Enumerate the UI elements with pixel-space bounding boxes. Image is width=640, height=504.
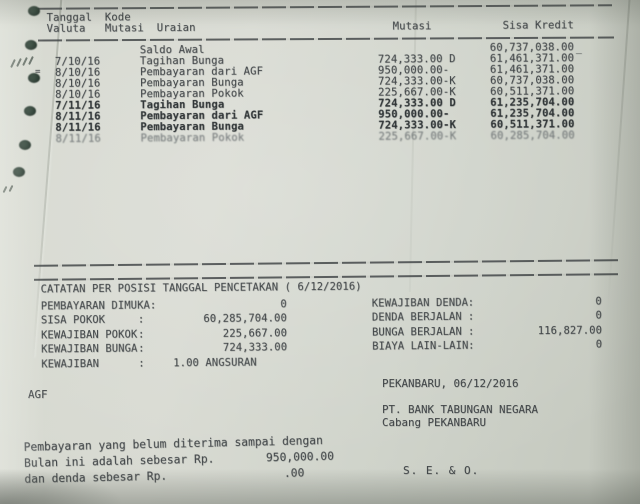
date-cell: 8/11/16 bbox=[55, 132, 101, 145]
arrears-note: Pembayaran yang belum diterima sampai de… bbox=[23, 433, 364, 489]
summary-label: KEWAJIBAN bbox=[41, 357, 100, 370]
sprocket-hole-mark bbox=[28, 6, 40, 16]
summary-label: KEWAJIBAN DENDA bbox=[371, 296, 469, 310]
pen-tick-mark bbox=[8, 184, 14, 193]
summary-value: 0 bbox=[595, 295, 602, 308]
summary-label: BUNGA BERJALAN bbox=[371, 325, 462, 339]
sprocket-hole-mark bbox=[25, 40, 37, 50]
bank-name-line: PT. BANK TABUNGAN NEGARA bbox=[382, 403, 539, 416]
summary-colon: : bbox=[138, 357, 145, 370]
sprocket-hole-mark bbox=[13, 167, 25, 177]
summary-right-column: KEWAJIBAN DENDA : 0 DENDA BERJALAN : 0 B… bbox=[0, 295, 640, 358]
column-header-sisa-kredit: Sisa Kredit bbox=[502, 19, 574, 32]
pen-tick-mark bbox=[22, 57, 28, 66]
summary-colon: : bbox=[467, 325, 475, 338]
seo-label: S. E. & O. bbox=[403, 464, 480, 477]
uraian-cell: Pembayaran Pokok bbox=[140, 131, 245, 145]
summary-value: 116,827.00 bbox=[537, 324, 603, 337]
pen-tick-mark bbox=[10, 59, 16, 68]
summary-row: KEWAJIBAN : 1.00 ANGSURAN bbox=[0, 355, 330, 372]
summary-label: BIAYA LAIN-LAIN bbox=[372, 339, 469, 353]
pen-tick-mark bbox=[2, 185, 8, 194]
summary-value: 1.00 ANGSURAN bbox=[173, 356, 257, 369]
sprocket-hole-mark bbox=[24, 106, 36, 116]
pen-tick-mark bbox=[16, 58, 22, 67]
summary-value: 0 bbox=[595, 338, 603, 351]
mutasi-cell: 225,667.00-K bbox=[378, 129, 457, 143]
summary-colon: : bbox=[468, 339, 475, 352]
summary-label: DENDA BERJALAN bbox=[371, 311, 462, 324]
city-date-line: PEKANBARU, 06/12/2016 bbox=[382, 377, 519, 390]
summary-title: CATATAN PER POSISI TANGGAL PENCETAKAN ( … bbox=[40, 280, 362, 296]
dashed-rule-summary-top-1 bbox=[34, 258, 618, 266]
sisa-kredit-cell: 60,285,704.00 bbox=[490, 129, 575, 142]
summary-colon: : bbox=[467, 296, 475, 309]
table-rows: Saldo Awal 60,737,038.00 7/10/16 Tagihan… bbox=[32, 40, 618, 145]
sprocket-hole-mark bbox=[28, 73, 40, 83]
agf-label: AGF bbox=[28, 388, 48, 401]
summary-value: 0 bbox=[595, 309, 602, 322]
column-header-mutasi: Mutasi bbox=[392, 20, 432, 33]
sprocket-hole-mark bbox=[19, 140, 31, 150]
transaction-table: Tanggal Kode Valuta Mutasi Uraian Mutasi… bbox=[32, 7, 618, 156]
column-header-valuta-mutasi-uraian: Valuta Mutasi Uraian bbox=[46, 21, 196, 35]
bank-branch-line: Cabang PEKANBARU bbox=[382, 416, 487, 429]
summary-section: CATATAN PER POSISI TANGGAL PENCETAKAN ( … bbox=[0, 278, 640, 384]
summary-colon: : bbox=[467, 311, 475, 324]
